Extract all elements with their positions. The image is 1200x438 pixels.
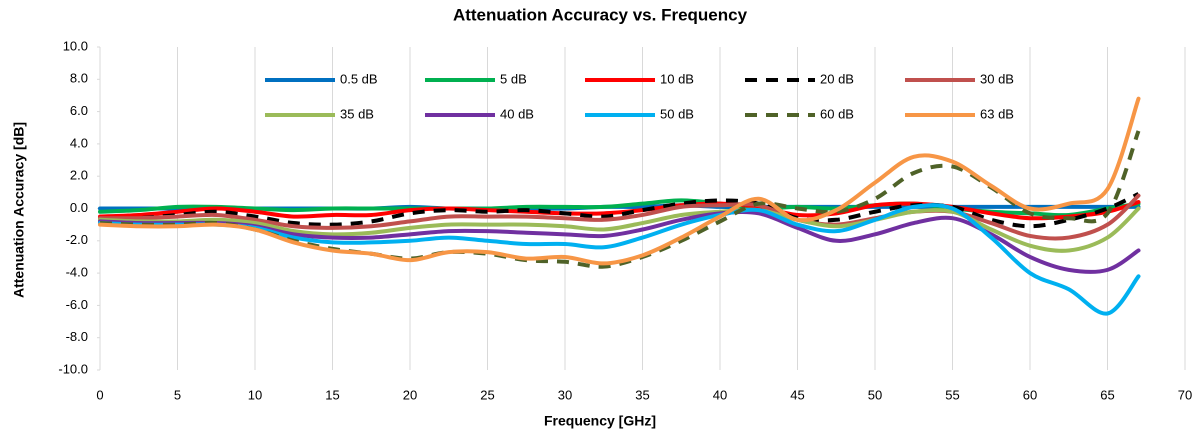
series-line bbox=[98, 96, 1141, 266]
y-tick-label: -6.0 bbox=[66, 297, 88, 312]
y-tick-label: 6.0 bbox=[70, 103, 88, 118]
series-line bbox=[98, 209, 1141, 274]
x-tick-label: 25 bbox=[480, 387, 494, 402]
legend-label: 50 dB bbox=[660, 106, 694, 121]
x-tick-label: 40 bbox=[713, 387, 727, 402]
x-tick-label: 15 bbox=[325, 387, 339, 402]
chart-title: Attenuation Accuracy vs. Frequency bbox=[453, 5, 748, 24]
legend-label: 5 dB bbox=[500, 71, 527, 86]
x-tick-label: 20 bbox=[403, 387, 417, 402]
x-tick-label: 65 bbox=[1100, 387, 1114, 402]
x-axis-title: Frequency [GHz] bbox=[544, 413, 656, 429]
y-tick-label: 10.0 bbox=[63, 38, 88, 53]
y-axis-title: Attenuation Accuracy [dB] bbox=[11, 122, 27, 298]
series-line bbox=[99, 192, 1140, 229]
legend-label: 30 dB bbox=[980, 71, 1014, 86]
series-line bbox=[98, 203, 1141, 316]
series-line bbox=[98, 193, 1141, 241]
y-tick-label: -4.0 bbox=[66, 265, 88, 280]
x-tick-label: 70 bbox=[1178, 387, 1192, 402]
y-tick-label: -10.0 bbox=[58, 361, 88, 376]
x-tick-label: 55 bbox=[945, 387, 959, 402]
x-tick-label: 10 bbox=[248, 387, 262, 402]
x-tick-label: 50 bbox=[868, 387, 882, 402]
x-tick-label: 30 bbox=[558, 387, 572, 402]
legend-label: 60 dB bbox=[820, 106, 854, 121]
legend-label: 0.5 dB bbox=[340, 71, 378, 86]
legend-label: 40 dB bbox=[500, 106, 534, 121]
y-tick-label: -8.0 bbox=[66, 329, 88, 344]
x-tick-label: 0 bbox=[96, 387, 103, 402]
legend-label: 63 dB bbox=[980, 106, 1014, 121]
x-tick-label: 60 bbox=[1023, 387, 1037, 402]
y-tick-label: -2.0 bbox=[66, 232, 88, 247]
y-tick-label: 8.0 bbox=[70, 71, 88, 86]
legend-label: 35 dB bbox=[340, 106, 374, 121]
y-tick-label: 2.0 bbox=[70, 168, 88, 183]
legend-label: 10 dB bbox=[660, 71, 694, 86]
x-tick-label: 35 bbox=[635, 387, 649, 402]
y-tick-label: 0.0 bbox=[70, 200, 88, 215]
x-tick-label: 5 bbox=[174, 387, 181, 402]
y-tick-label: 4.0 bbox=[70, 135, 88, 150]
legend-label: 20 dB bbox=[820, 71, 854, 86]
x-tick-label: 45 bbox=[790, 387, 804, 402]
